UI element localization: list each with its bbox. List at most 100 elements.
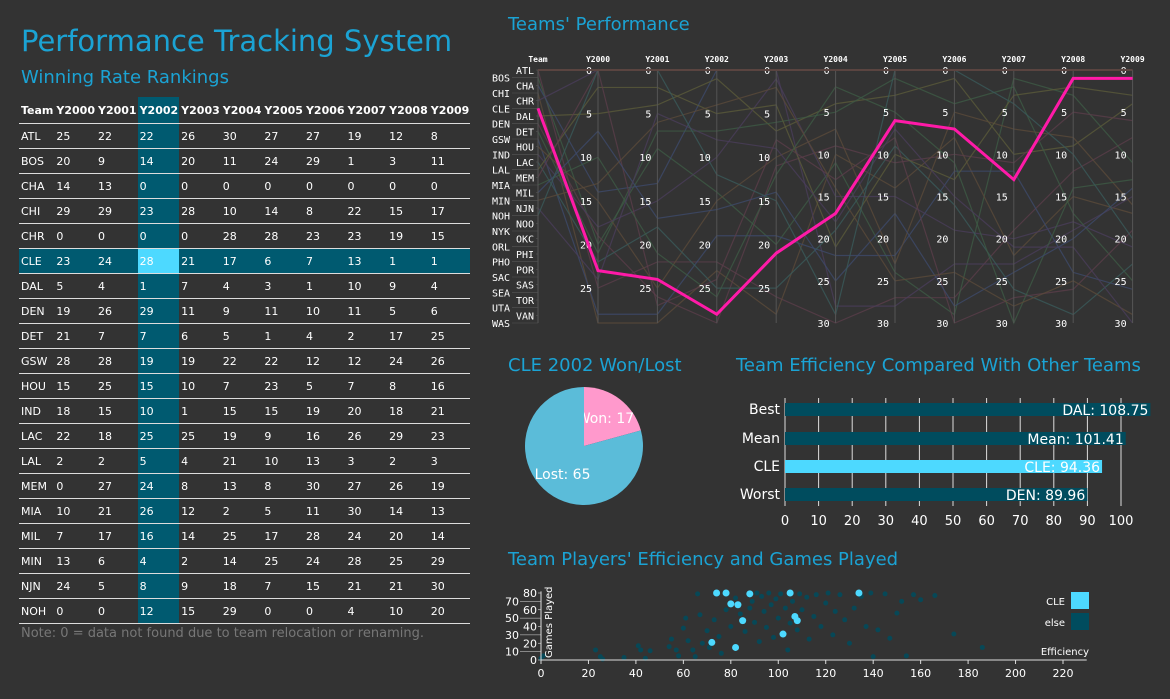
rank-cell[interactable]: 11 bbox=[262, 298, 304, 324]
rank-cell[interactable]: 29 bbox=[387, 423, 429, 449]
rank-cell[interactable]: 0 bbox=[179, 223, 221, 249]
rank-cell[interactable]: 28 bbox=[95, 348, 138, 374]
rank-cell[interactable]: 10 bbox=[345, 273, 388, 299]
rank-cell[interactable]: 21 bbox=[54, 323, 96, 349]
rank-cell[interactable]: 25 bbox=[137, 423, 180, 449]
rank-cell[interactable]: 0 bbox=[137, 173, 180, 199]
rank-cell[interactable]: 5 bbox=[54, 273, 96, 299]
table-row[interactable]: GSW 28 28 19 19 22 22 12 12 24 26 bbox=[19, 348, 471, 374]
rank-cell[interactable]: 10 bbox=[137, 398, 180, 424]
rank-cell[interactable]: 5 bbox=[303, 373, 346, 399]
rank-cell[interactable]: 0 bbox=[220, 173, 263, 199]
rank-cell[interactable]: 22 bbox=[220, 348, 263, 374]
rank-cell[interactable]: 27 bbox=[345, 473, 388, 499]
rank-cell[interactable]: 26 bbox=[428, 348, 471, 374]
rank-cell[interactable]: 19 bbox=[179, 348, 221, 374]
rank-cell[interactable]: 12 bbox=[179, 498, 221, 524]
rank-cell[interactable]: 23 bbox=[54, 248, 96, 274]
column-header-y2004[interactable]: Y2004 bbox=[220, 97, 263, 124]
rank-cell[interactable]: 21 bbox=[179, 248, 221, 274]
rank-cell[interactable]: 7 bbox=[179, 273, 221, 299]
rank-cell[interactable]: 0 bbox=[54, 473, 96, 499]
rank-cell[interactable]: 15 bbox=[137, 373, 180, 399]
rank-cell[interactable]: 4 bbox=[220, 273, 263, 299]
rank-cell[interactable]: 0 bbox=[303, 173, 346, 199]
rank-cell[interactable]: 29 bbox=[303, 148, 346, 174]
rank-cell[interactable]: 16 bbox=[303, 423, 346, 449]
rank-cell[interactable]: 7 bbox=[137, 323, 180, 349]
rank-cell[interactable]: 9 bbox=[387, 273, 429, 299]
rank-cell[interactable]: 18 bbox=[95, 423, 138, 449]
rank-cell[interactable]: 12 bbox=[303, 348, 346, 374]
team-cell[interactable]: CHI bbox=[19, 198, 55, 224]
rank-cell[interactable]: 24 bbox=[262, 148, 304, 174]
rank-cell[interactable]: 15 bbox=[262, 398, 304, 424]
rank-cell[interactable]: 8 bbox=[137, 573, 180, 599]
table-row[interactable]: MIN 13 6 4 2 14 25 24 28 25 29 bbox=[19, 548, 471, 574]
rank-cell[interactable]: 24 bbox=[345, 523, 388, 549]
team-cell[interactable]: BOS bbox=[19, 148, 55, 174]
rank-cell[interactable]: 15 bbox=[428, 223, 471, 249]
table-row[interactable]: LAL 2 2 5 4 21 10 13 3 2 3 bbox=[19, 448, 471, 474]
rank-cell[interactable]: 4 bbox=[95, 273, 138, 299]
rank-cell[interactable]: 18 bbox=[54, 398, 96, 424]
table-row[interactable]: DAL 5 4 1 7 4 3 1 10 9 4 bbox=[19, 273, 471, 299]
rank-cell[interactable]: 0 bbox=[95, 598, 138, 624]
rank-cell[interactable]: 10 bbox=[54, 498, 96, 524]
rank-cell[interactable]: 28 bbox=[137, 248, 180, 274]
rank-cell[interactable]: 25 bbox=[387, 548, 429, 574]
rank-cell[interactable]: 8 bbox=[387, 373, 429, 399]
rank-cell[interactable]: 14 bbox=[428, 523, 471, 549]
rank-cell[interactable]: 19 bbox=[345, 123, 388, 149]
rank-cell[interactable]: 15 bbox=[54, 373, 96, 399]
rank-cell[interactable]: 8 bbox=[428, 123, 471, 149]
rank-cell[interactable]: 1 bbox=[387, 248, 429, 274]
rank-cell[interactable]: 19 bbox=[303, 398, 346, 424]
rank-cell[interactable]: 7 bbox=[303, 248, 346, 274]
rank-cell[interactable]: 11 bbox=[179, 298, 221, 324]
rank-cell[interactable]: 10 bbox=[179, 373, 221, 399]
rank-cell[interactable]: 11 bbox=[220, 148, 263, 174]
rank-cell[interactable]: 23 bbox=[303, 223, 346, 249]
rank-cell[interactable]: 15 bbox=[179, 598, 221, 624]
rank-cell[interactable]: 8 bbox=[303, 198, 346, 224]
rank-cell[interactable]: 18 bbox=[387, 398, 429, 424]
rank-cell[interactable]: 23 bbox=[137, 198, 180, 224]
rank-cell[interactable]: 26 bbox=[345, 423, 388, 449]
team-cell[interactable]: IND bbox=[19, 398, 55, 424]
rank-cell[interactable]: 19 bbox=[387, 223, 429, 249]
table-row[interactable]: CLE 23 24 28 21 17 6 7 13 1 1 bbox=[19, 248, 471, 274]
rank-cell[interactable]: 10 bbox=[220, 198, 263, 224]
rank-cell[interactable]: 28 bbox=[262, 223, 304, 249]
rank-cell[interactable]: 29 bbox=[220, 598, 263, 624]
column-header-y2002[interactable]: Y2002 bbox=[137, 97, 180, 124]
rank-cell[interactable]: 24 bbox=[137, 473, 180, 499]
rank-cell[interactable]: 6 bbox=[95, 548, 138, 574]
table-row[interactable]: MIL 7 17 16 14 25 17 28 24 20 14 bbox=[19, 523, 471, 549]
rank-cell[interactable]: 9 bbox=[220, 298, 263, 324]
team-cell[interactable]: ATL bbox=[19, 123, 55, 149]
rank-cell[interactable]: 3 bbox=[345, 448, 388, 474]
column-header-y2001[interactable]: Y2001 bbox=[95, 97, 138, 124]
team-cell[interactable]: NJN bbox=[19, 573, 55, 599]
rank-cell[interactable]: 7 bbox=[54, 523, 96, 549]
rank-cell[interactable]: 22 bbox=[345, 198, 388, 224]
rank-cell[interactable]: 7 bbox=[95, 323, 138, 349]
rank-cell[interactable]: 12 bbox=[137, 598, 180, 624]
rank-cell[interactable]: 26 bbox=[179, 123, 221, 149]
rank-cell[interactable]: 14 bbox=[179, 523, 221, 549]
rank-cell[interactable]: 1 bbox=[303, 273, 346, 299]
table-row[interactable]: CHA 14 13 0 0 0 0 0 0 0 0 bbox=[19, 173, 471, 199]
rank-cell[interactable]: 25 bbox=[54, 123, 96, 149]
rank-cell[interactable]: 20 bbox=[179, 148, 221, 174]
team-cell[interactable]: CLE bbox=[19, 248, 55, 274]
team-cell[interactable]: CHR bbox=[19, 223, 55, 249]
rank-cell[interactable]: 21 bbox=[220, 448, 263, 474]
team-cell[interactable]: LAC bbox=[19, 423, 55, 449]
rank-cell[interactable]: 13 bbox=[54, 548, 96, 574]
rank-cell[interactable]: 15 bbox=[220, 398, 263, 424]
rank-cell[interactable]: 0 bbox=[54, 223, 96, 249]
rank-cell[interactable]: 10 bbox=[303, 298, 346, 324]
rank-cell[interactable]: 9 bbox=[179, 573, 221, 599]
rank-cell[interactable]: 14 bbox=[137, 148, 180, 174]
